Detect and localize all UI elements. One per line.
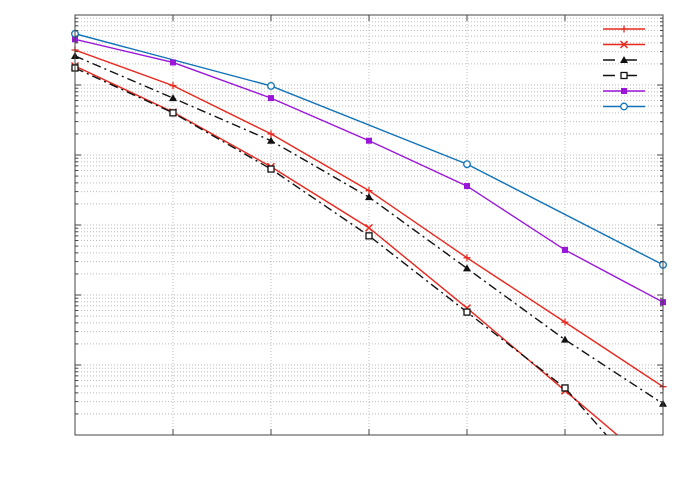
circle-marker	[267, 81, 275, 90]
legend	[603, 25, 645, 111]
filled-square-marker	[268, 95, 274, 102]
plus-marker	[169, 82, 177, 90]
square-marker	[365, 232, 373, 240]
filled-square-marker	[170, 59, 176, 66]
square-marker	[169, 109, 177, 117]
markers-group	[70, 29, 667, 407]
plus-marker	[365, 187, 373, 195]
square-marker	[463, 308, 471, 316]
plus-marker	[561, 318, 569, 326]
plus-marker	[463, 254, 471, 262]
plus-marker	[620, 25, 628, 33]
filled-square-marker	[621, 88, 627, 94]
plus-marker	[267, 130, 275, 138]
triangle-marker	[365, 193, 373, 201]
filled-square-marker	[366, 137, 372, 144]
triangle-marker	[267, 136, 275, 144]
triangle-marker	[561, 335, 569, 343]
cross-marker	[619, 40, 629, 49]
triangle-marker	[463, 264, 471, 272]
circle-marker	[463, 160, 471, 169]
cross-marker	[364, 223, 374, 232]
axis-ticks	[74, 15, 664, 436]
circle-marker	[620, 102, 628, 111]
triangle-marker	[620, 56, 628, 63]
series-line-6	[75, 33, 663, 266]
square-marker	[620, 71, 628, 80]
grid	[74, 15, 664, 436]
series-line-2	[75, 65, 619, 435]
triangle-marker	[169, 94, 177, 102]
filled-square-marker	[562, 246, 568, 253]
square-marker	[561, 384, 569, 392]
filled-square-marker	[464, 183, 470, 190]
square-marker	[267, 165, 275, 173]
